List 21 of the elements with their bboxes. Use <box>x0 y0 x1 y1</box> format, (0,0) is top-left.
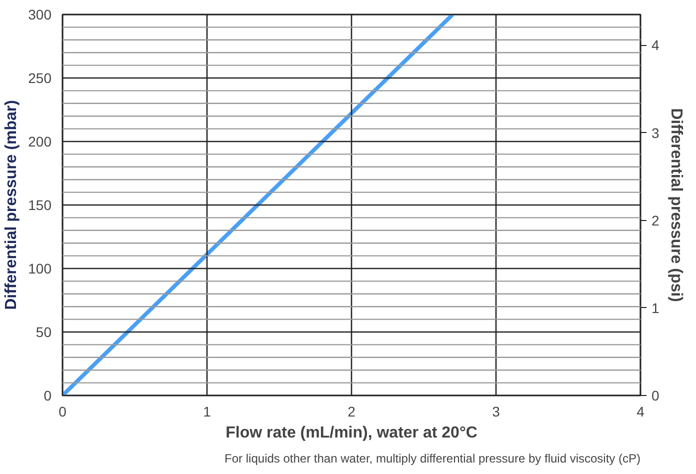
x-tick-label: 2 <box>348 404 356 420</box>
y-tick-label: 200 <box>28 134 52 150</box>
x-tick-label: 0 <box>58 404 67 420</box>
y-tick-label: 150 <box>28 197 52 213</box>
x-axis-title: Flow rate (mL/min), water at 20°C <box>226 424 478 442</box>
y-axis-title: Differential pressure (mbar) <box>3 100 20 310</box>
x-tick-label: 1 <box>203 404 212 420</box>
text: For liquids other than water, multiply differential pressure by fluid viscosity (cP) <box>224 452 641 466</box>
y2-tick-label: 4 <box>652 37 660 54</box>
y-tick-label: 300 <box>28 6 52 22</box>
x-tick-label: 4 <box>636 404 645 420</box>
y2-tick-label: 3 <box>652 124 660 141</box>
y2-axis-title: Differential pressure (psi) <box>667 108 684 302</box>
x-tick-label: 3 <box>492 404 500 420</box>
y2-tick-label: 0 <box>652 388 660 404</box>
y-tick-label: 0 <box>44 388 52 404</box>
y-tick-label: 100 <box>28 260 52 276</box>
y2-tick-label: 1 <box>652 300 660 316</box>
y-tick-label: 250 <box>28 70 52 86</box>
y2-tick-label: 2 <box>652 212 660 228</box>
y-tick-label: 50 <box>36 324 52 340</box>
